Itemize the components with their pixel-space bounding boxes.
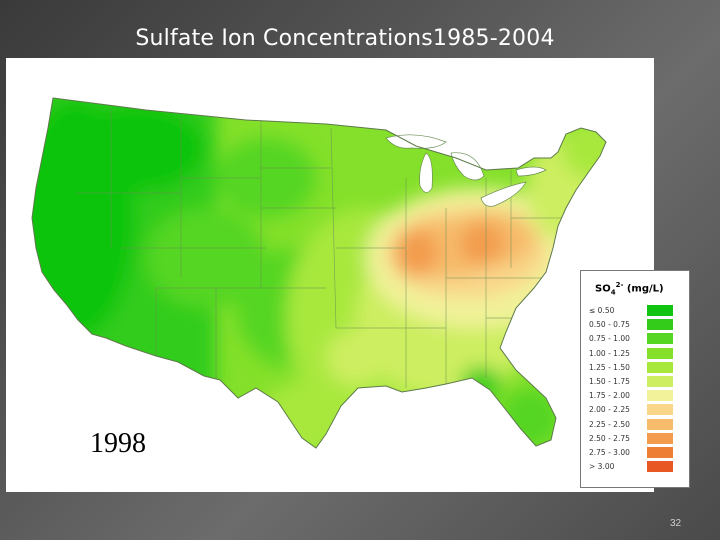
legend-swatch [647, 461, 673, 473]
legend-title-chem: SO [595, 283, 611, 295]
legend-swatch [647, 376, 673, 387]
legend-entry-label: 2.00 - 2.25 [589, 405, 630, 415]
legend-entry: 0.50 - 0.75 [589, 319, 685, 331]
year-label: 1998 [90, 428, 146, 460]
state-boundaries [76, 108, 561, 388]
legend-swatch [647, 418, 673, 430]
slide-title: Sulfate Ion Concentrations1985-2004 [135, 26, 555, 51]
legend-entry-label: 2.25 - 2.50 [589, 419, 630, 429]
legend-entry-label: 1.25 - 1.50 [589, 362, 630, 372]
legend-title-sup: 2- [615, 281, 624, 289]
legend-swatch [647, 305, 673, 316]
legend-entry: 1.25 - 1.50 [589, 361, 685, 374]
legend-title-unit: (mg/L) [626, 283, 664, 295]
legend-swatch [647, 319, 673, 331]
legend-entry-label: ≤ 0.50 [589, 306, 615, 315]
legend-entry: 1.75 - 2.00 [589, 390, 685, 402]
legend-swatch [647, 347, 673, 359]
legend-swatch [647, 432, 673, 444]
legend-title-sub: 4 [610, 288, 616, 297]
legend-entry-label: 1.00 - 1.25 [589, 348, 630, 358]
legend-swatch [647, 404, 673, 416]
legend-entry: > 3.00 [589, 461, 685, 473]
legend-entry-label: > 3.00 [589, 462, 615, 472]
legend-entry: 2.50 - 2.75 [589, 432, 685, 445]
legend-entry-label: 1.75 - 2.00 [589, 391, 630, 401]
legend: SO42- (mg/L) ≤ 0.50 0.50 - 0.75 0.75 - 1.0… [580, 270, 690, 488]
legend-swatch [647, 447, 673, 458]
legend-entry: 2.00 - 2.25 [589, 404, 685, 416]
legend-entry-label: 0.50 - 0.75 [589, 320, 630, 330]
legend-title: SO42- (mg/L) [595, 281, 664, 296]
legend-entry: 0.75 - 1.00 [589, 333, 685, 345]
legend-swatch [647, 333, 673, 345]
legend-entry-label: 2.75 - 3.00 [589, 448, 630, 457]
legend-swatch [647, 390, 673, 402]
us-map [31, 97, 607, 449]
legend-entry: ≤ 0.50 [589, 305, 685, 317]
legend-swatch [647, 361, 673, 373]
legend-entry-label: 1.50 - 1.75 [589, 377, 630, 386]
page-number: 32 [670, 518, 682, 529]
map-panel [6, 58, 654, 492]
legend-entry: 2.25 - 2.50 [589, 418, 685, 431]
us-outline [31, 97, 607, 449]
legend-entry: 2.75 - 3.00 [589, 447, 685, 459]
legend-entry: 1.00 - 1.25 [589, 347, 685, 360]
legend-entry: 1.50 - 1.75 [589, 376, 685, 388]
legend-entry-label: 2.50 - 2.75 [589, 433, 630, 443]
legend-entry-label: 0.75 - 1.00 [589, 334, 630, 344]
